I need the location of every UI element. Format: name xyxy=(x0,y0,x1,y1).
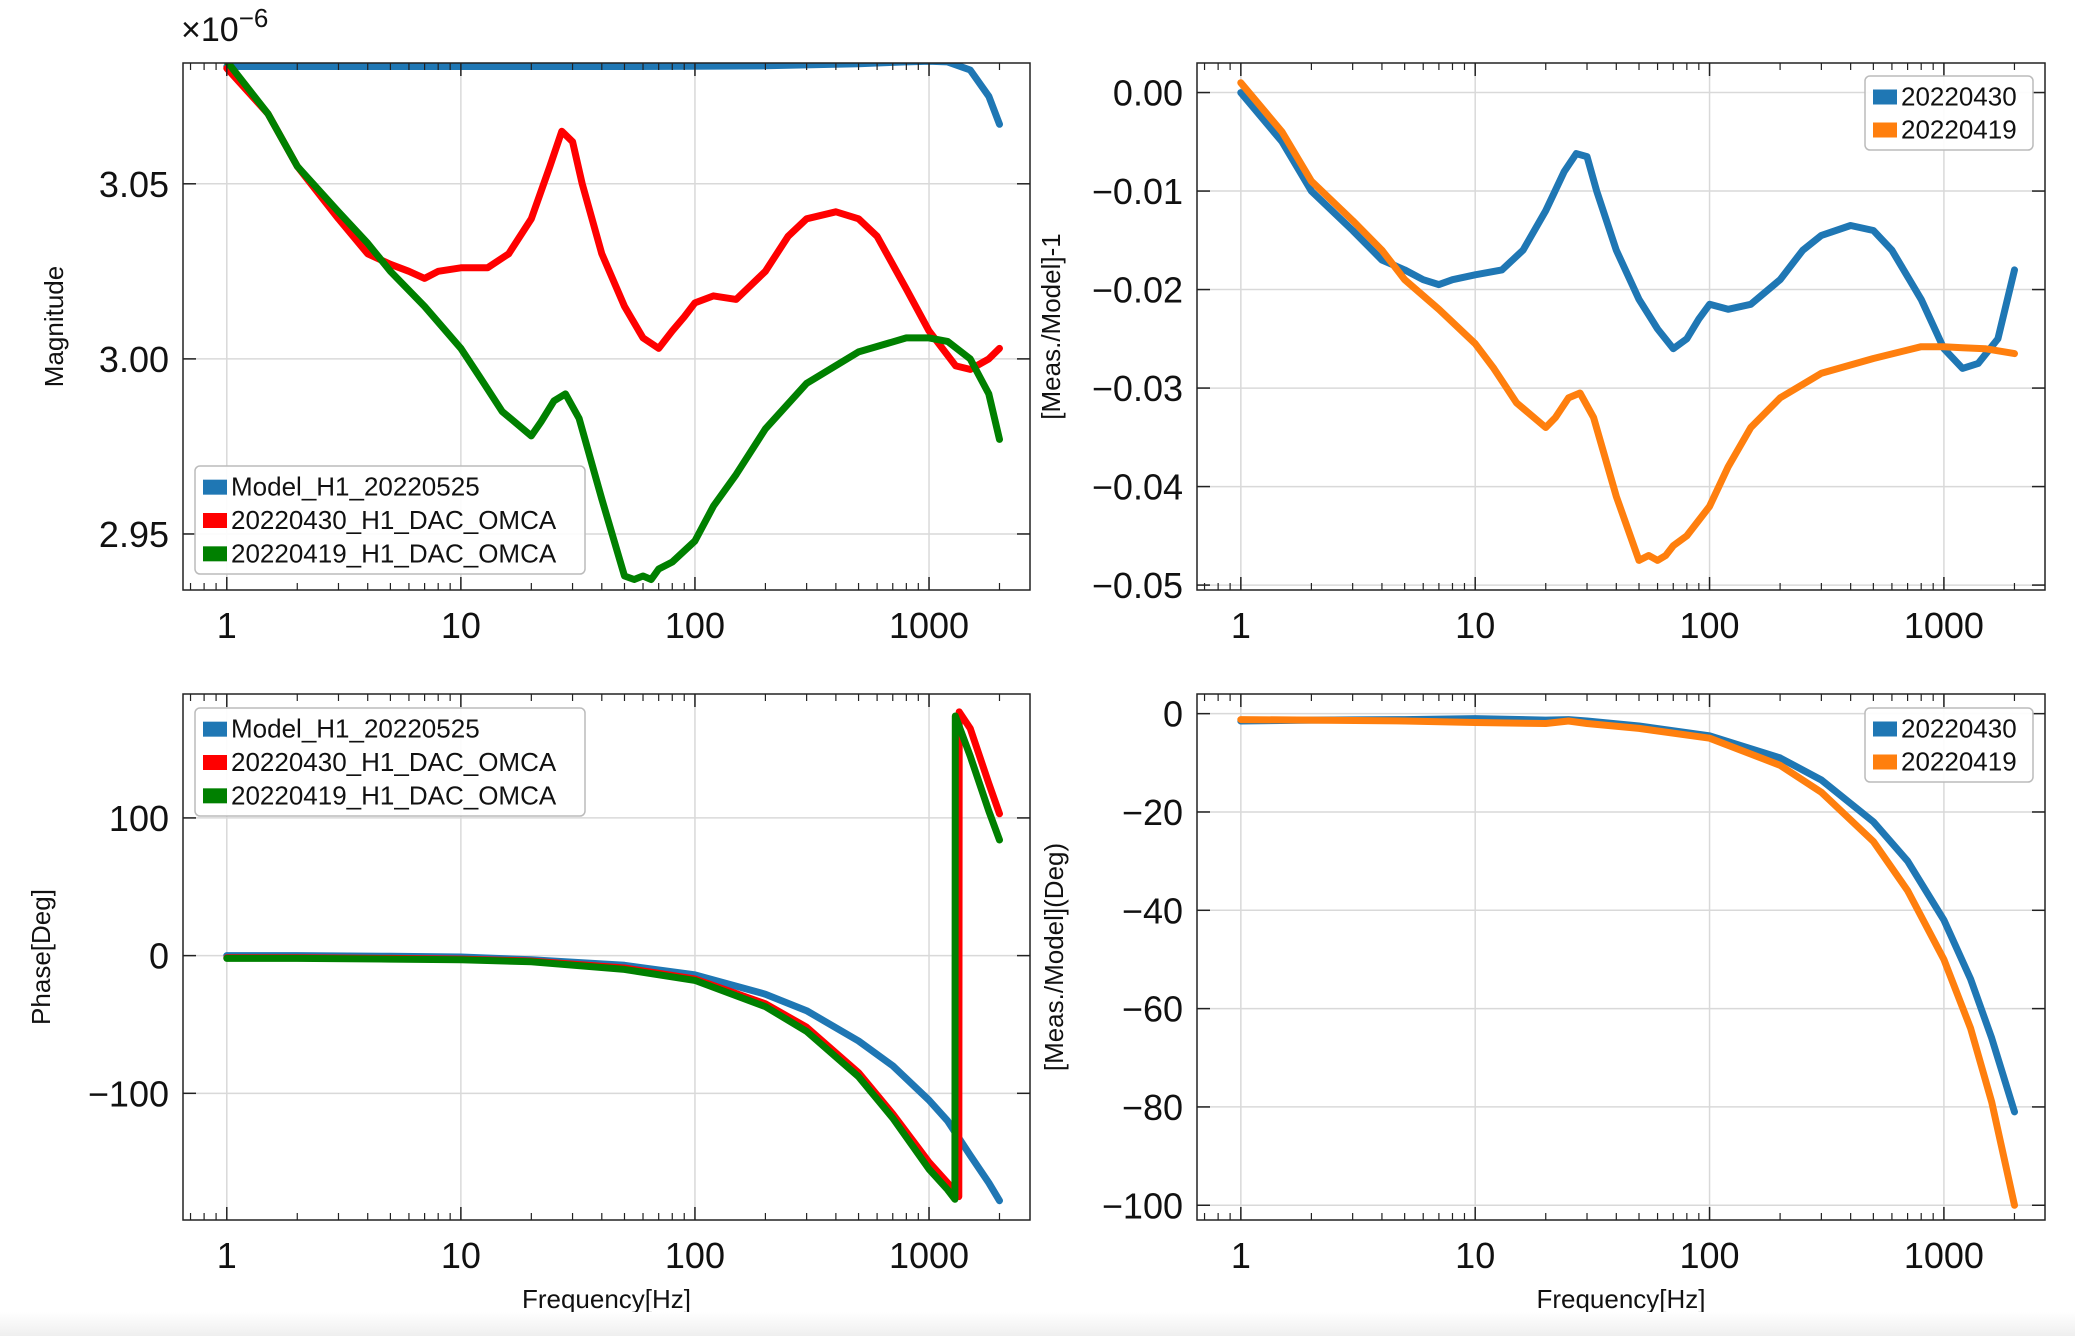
legend-label: Model_H1_20220525 xyxy=(231,472,480,502)
series-group xyxy=(1237,79,2018,564)
plot-frame xyxy=(1196,693,2046,1221)
legend-box xyxy=(1864,707,2034,783)
legend-swatch xyxy=(203,479,227,495)
series-line-20220419_H1_DAC_OMCA xyxy=(223,63,1003,583)
legend: Model_H1_2022052520220430_H1_DAC_OMCA202… xyxy=(194,465,586,575)
legend-label: 20220430_H1_DAC_OMCA xyxy=(231,505,557,535)
legend-box xyxy=(194,707,586,817)
y-tick-label: −0.05 xyxy=(1092,565,1183,606)
x-tick-label: 1 xyxy=(217,605,237,646)
series-line-20220419 xyxy=(1237,716,2018,1209)
y-tick-label: −40 xyxy=(1122,890,1183,931)
x-tick-label: 1 xyxy=(1231,605,1251,646)
legend-label: 20220419_H1_DAC_OMCA xyxy=(231,780,557,810)
series-group xyxy=(223,708,1003,1205)
series-line-20220430 xyxy=(1237,89,2018,372)
legend: Model_H1_2022052520220430_H1_DAC_OMCA202… xyxy=(194,707,586,817)
x-tick-label: 100 xyxy=(665,1235,725,1276)
chart-panel-top-left: 1 10 100 1000 2.95 3.00 3.05 ×10−6 Magnitude Mode… xyxy=(39,3,1031,646)
chart-panel-bottom-right: 1 10 100 1000 −100 −80 −60 −40 −20 0 [Meas./Model]… xyxy=(1039,693,2046,1314)
x-tick-label: 100 xyxy=(1680,1235,1740,1276)
series-line-20220419 xyxy=(1237,79,2018,564)
y-tick-label: 0 xyxy=(1163,694,1183,735)
y-tick-label: −100 xyxy=(88,1073,169,1114)
legend-swatch xyxy=(203,788,227,804)
y-axis-title: [Meas./Model](Deg) xyxy=(1039,843,1069,1071)
series-line-Model_H1_20220525 xyxy=(223,63,1003,128)
x-tick-label: 10 xyxy=(1455,1235,1495,1276)
y-axis-title: Magnitude xyxy=(39,266,69,387)
y-exponent-label: ×10−6 xyxy=(181,3,268,49)
series-group xyxy=(1237,715,2018,1209)
series-line-20220430_H1_DAC_OMCA xyxy=(223,64,1003,373)
y-axis-title: Phase[Deg] xyxy=(26,889,56,1025)
legend-box xyxy=(1864,75,2034,151)
legend-swatch xyxy=(1873,122,1897,138)
y-tick-label: −20 xyxy=(1122,792,1183,833)
y-tick-label: −100 xyxy=(1102,1185,1183,1226)
y-tick-label: 0 xyxy=(149,936,169,977)
legend-swatch xyxy=(203,721,227,737)
x-tick-label: 100 xyxy=(1680,605,1740,646)
chart-panel-bottom-left: 1 10 100 1000 −100 0 100 Phase[Deg] Frequency[Hz… xyxy=(26,693,1031,1314)
legend-label: 20220419 xyxy=(1901,115,2017,145)
x-tick-label: 1 xyxy=(217,1235,237,1276)
y-tick-label: 2.95 xyxy=(99,514,169,555)
series-line-20220419_H1_DAC_OMCA xyxy=(223,712,1003,1203)
legend-label: 20220430 xyxy=(1901,82,2017,112)
x-axis-title: Frequency[Hz] xyxy=(1536,1284,1705,1314)
x-tick-label: 1000 xyxy=(889,1235,969,1276)
y-tick-label: 3.00 xyxy=(99,339,169,380)
x-tick-label: 10 xyxy=(441,1235,481,1276)
y-tick-label: −60 xyxy=(1122,989,1183,1030)
legend-swatch xyxy=(1873,89,1897,105)
y-tick-label: −0.02 xyxy=(1092,270,1183,311)
legend-label: Model_H1_20220525 xyxy=(231,714,480,744)
legend-label: 20220430_H1_DAC_OMCA xyxy=(231,747,557,777)
y-tick-label: −0.01 xyxy=(1092,171,1183,212)
legend-label: 20220419_H1_DAC_OMCA xyxy=(231,538,557,568)
plot-frame xyxy=(182,62,1031,591)
legend-swatch xyxy=(1873,721,1897,737)
y-tick-label: 3.05 xyxy=(99,164,169,205)
series-line-Model_H1_20220525 xyxy=(223,952,1003,1205)
x-tick-label: 1000 xyxy=(1904,1235,1984,1276)
x-tick-label: 10 xyxy=(441,605,481,646)
x-tick-label: 10 xyxy=(1455,605,1495,646)
bottom-edge xyxy=(0,1312,2075,1336)
legend-swatch xyxy=(1873,754,1897,770)
x-tick-label: 1000 xyxy=(889,605,969,646)
plot-frame xyxy=(1196,62,2046,591)
legend-swatch xyxy=(203,755,227,770)
y-tick-label: 100 xyxy=(109,798,169,839)
legend-label: 20220430 xyxy=(1901,714,2017,744)
y-tick-label: −0.03 xyxy=(1092,368,1183,409)
legend-swatch xyxy=(203,513,227,528)
x-tick-label: 1 xyxy=(1231,1235,1251,1276)
legend-swatch xyxy=(203,546,227,562)
x-tick-label: 100 xyxy=(665,605,725,646)
x-tick-label: 1000 xyxy=(1904,605,1984,646)
chart-panel-top-right: 1 10 100 1000 −0.05 −0.04 −0.03 −0.02 −0.01 0.00 [… xyxy=(1036,62,2046,646)
y-tick-label: 0.00 xyxy=(1113,73,1183,114)
y-axis-title: [Meas./Model]-1 xyxy=(1036,233,1066,419)
plot-frame xyxy=(182,693,1031,1221)
x-axis-title: Frequency[Hz] xyxy=(522,1284,691,1314)
y-tick-label: −80 xyxy=(1122,1087,1183,1128)
y-tick-label: −0.04 xyxy=(1092,467,1183,508)
legend-box xyxy=(194,465,586,575)
legend-label: 20220419 xyxy=(1901,747,2017,777)
